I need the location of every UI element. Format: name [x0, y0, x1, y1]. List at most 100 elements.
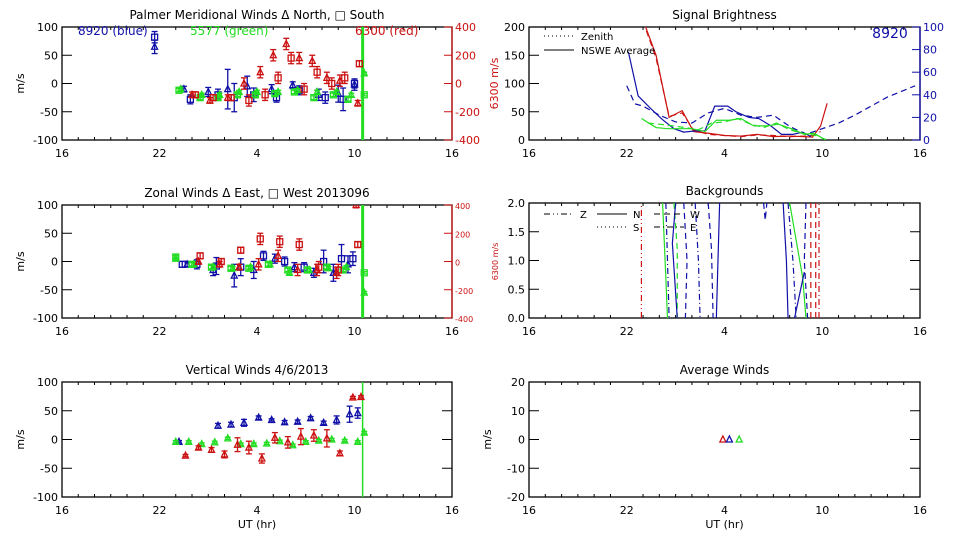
series-line: [694, 203, 701, 318]
plot-frame: [61, 204, 453, 319]
x-axis-label: UT (hr): [705, 518, 743, 531]
data-point-triangle: [725, 434, 734, 443]
data-point-square: [264, 260, 273, 268]
legend-label: Zenith: [581, 32, 613, 43]
y-tick-label: -100: [33, 312, 58, 325]
data-point-triangle: [262, 438, 271, 447]
x-tick-label: 10: [815, 504, 829, 517]
y-tick-label: 100: [37, 21, 58, 34]
data-point-square: [150, 33, 159, 41]
y-tick-label: 0: [51, 78, 58, 91]
data-point-triangle: [290, 262, 299, 271]
data-point-square: [237, 246, 245, 254]
data-point-square: [209, 93, 217, 102]
series-line: [626, 85, 916, 135]
data-point-square: [354, 240, 362, 249]
right-tick-label: 60: [923, 66, 937, 79]
series-5577: [735, 434, 744, 443]
x-tick-label: 10: [815, 147, 829, 160]
y-tick-label: 100: [37, 199, 58, 212]
data-point-square: [172, 253, 180, 261]
series-line: [673, 203, 678, 318]
y-tick-label: 100: [37, 376, 58, 389]
data-point-square: [245, 264, 253, 272]
series-6300: [718, 434, 727, 443]
data-point-square: [287, 54, 295, 62]
right-tick-label: 100: [923, 21, 944, 34]
chart-title: Signal Brightness: [672, 8, 777, 22]
y-tick-label: 50: [44, 49, 58, 62]
data-point-triangle: [239, 417, 249, 426]
data-point-square: [300, 85, 308, 93]
data-point-square: [349, 255, 357, 263]
series-blue-f: [715, 203, 721, 318]
annotation-label: 8920 (blue): [78, 24, 148, 38]
x-tick-label: 16: [522, 147, 536, 160]
data-point-triangle: [353, 408, 362, 417]
chart-title: Average Winds: [680, 363, 770, 377]
data-point-square: [295, 240, 303, 249]
x-tick-label: 16: [913, 325, 927, 338]
series-6300-zenith: [644, 27, 821, 138]
right-tick-label: -200: [455, 287, 473, 296]
y-tick-label: -50: [40, 106, 58, 119]
data-point-triangle: [280, 417, 289, 426]
y-tick-label: 0: [51, 256, 58, 269]
data-point-square: [329, 91, 338, 99]
data-point-square: [339, 95, 347, 103]
x-tick-label: 10: [348, 147, 362, 160]
data-point-triangle: [322, 72, 331, 81]
series-line: [803, 203, 809, 318]
data-point-triangle: [718, 434, 727, 443]
y-tick-label: -50: [40, 284, 58, 297]
data-point-square: [280, 257, 289, 266]
data-point-square: [175, 86, 183, 94]
data-point-square: [328, 79, 336, 88]
series-line: [715, 203, 721, 318]
data-point-square: [259, 252, 268, 260]
data-point-triangle: [220, 449, 229, 458]
annotation-label: 5577 (green): [190, 24, 268, 38]
series-line: [627, 51, 812, 138]
data-point-triangle: [204, 87, 213, 96]
data-point-square: [339, 266, 347, 274]
y-tick-label: 1.0: [508, 255, 526, 268]
series-8920: [725, 434, 734, 443]
series-blue-k: [803, 203, 809, 318]
data-point-triangle: [293, 416, 302, 425]
annotation-label: 6300 (red): [355, 24, 418, 38]
series-8920: [174, 405, 362, 445]
x-tick-label: 4: [254, 325, 261, 338]
data-point-triangle: [332, 414, 341, 424]
series-5577: [171, 427, 369, 449]
data-point-square: [227, 93, 235, 102]
data-point-triangle: [274, 250, 283, 260]
legend: Zenith NSWE Average: [544, 32, 655, 57]
series-line: [707, 203, 714, 318]
data-point-square: [355, 60, 364, 68]
data-point-triangle: [171, 436, 180, 445]
right-tick-label: -400: [455, 315, 473, 324]
x-tick-label: 16: [522, 504, 536, 517]
data-point-square: [303, 266, 312, 274]
series-blue-d: [694, 203, 701, 318]
plot-area: [626, 27, 916, 140]
right-tick-label: 400: [455, 202, 470, 211]
y-tick-label: 0: [51, 434, 58, 447]
data-point-triangle: [301, 436, 310, 445]
y-tick-label: -10: [507, 462, 525, 475]
series-blue-g: [763, 203, 768, 221]
data-point-square: [313, 68, 321, 76]
series-8920-nswe-average: [627, 51, 812, 138]
y-tick-label: 50: [44, 405, 58, 418]
y-axis-label: m/s: [14, 73, 27, 93]
plot-area: [171, 205, 369, 318]
series-blue-j: [793, 271, 805, 318]
series-line: [647, 117, 828, 140]
series-5577-zenith: [647, 117, 828, 140]
data-point-square: [217, 257, 225, 266]
x-tick-label: 22: [620, 504, 634, 517]
data-point-triangle: [256, 67, 265, 76]
series-6300: [181, 391, 366, 464]
x-tick-label: 22: [620, 325, 634, 338]
